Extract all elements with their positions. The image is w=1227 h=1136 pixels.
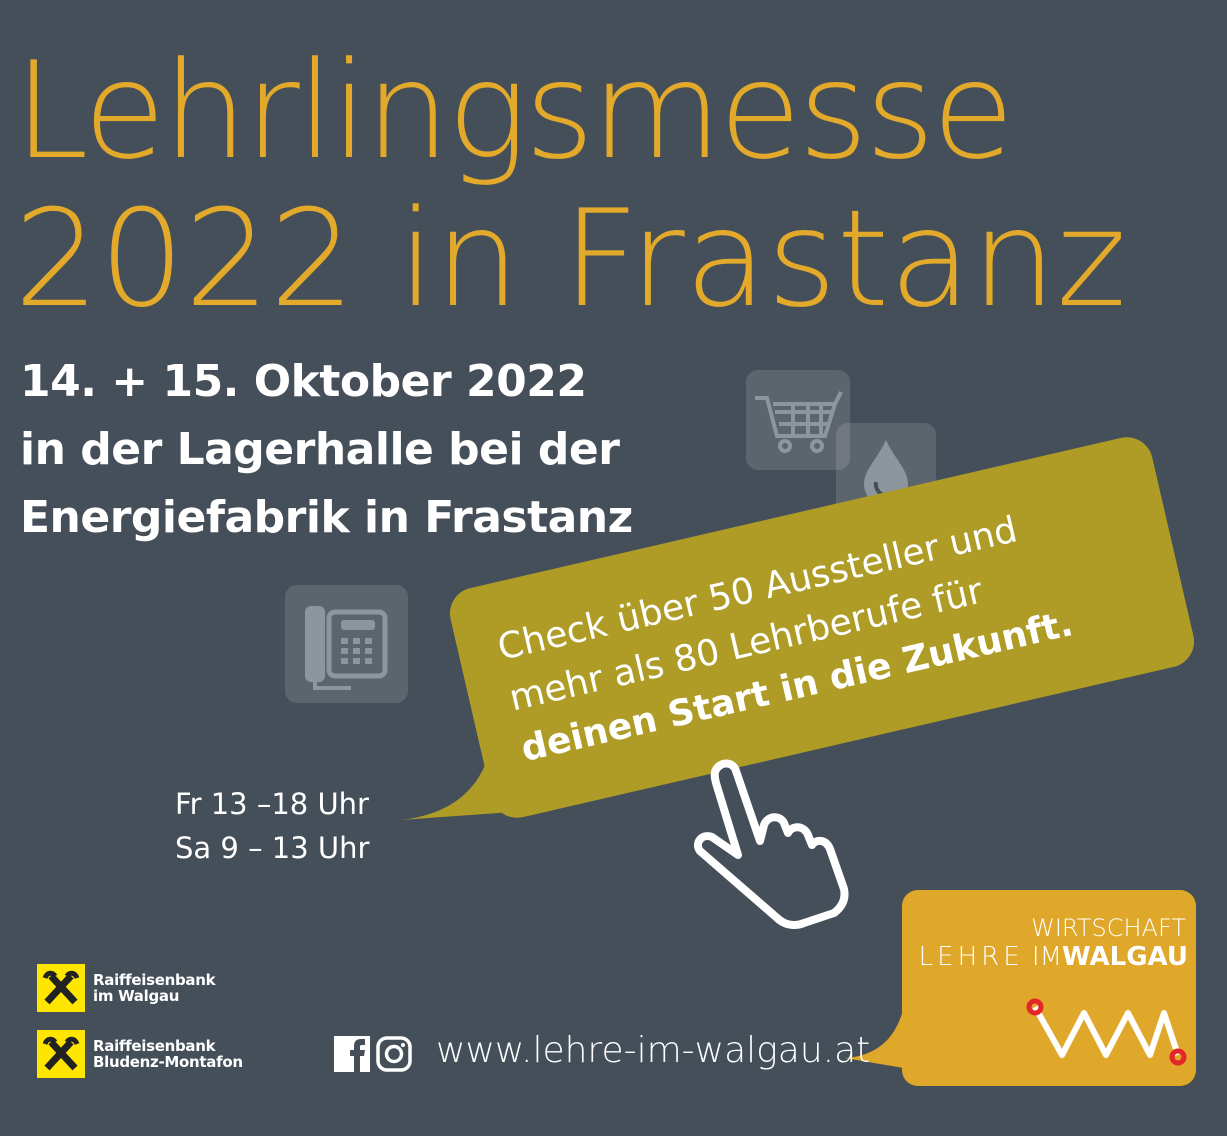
logo-wave — [1026, 998, 1187, 1066]
logo-wordmark: LEHRE IMWALGAU — [919, 942, 1188, 972]
headline-line2: 2022 in Frastanz — [14, 181, 1127, 337]
shopping-cart-icon — [746, 370, 850, 470]
event-venue-1: in der Lagerhalle bei der — [20, 424, 620, 475]
sponsor-location: im Walgau — [93, 987, 180, 1005]
sponsor-raiffeisen-walgau: Raiffeisenbank im Walgau — [37, 964, 216, 1012]
event-venue-2: Energiefabrik in Frastanz — [20, 492, 633, 543]
website-link[interactable]: www.lehre-im-walgau.at — [436, 1030, 871, 1071]
logo-wirtschaft: WIRTSCHAFT — [1031, 914, 1186, 942]
telephone-icon — [285, 585, 408, 703]
logo-walgau: WALGAU — [1062, 942, 1188, 972]
logo-tail — [845, 1010, 915, 1070]
instagram-icon[interactable] — [376, 1036, 412, 1072]
event-date: 14. + 15. Oktober 2022 — [20, 356, 587, 407]
facebook-icon[interactable] — [334, 1036, 370, 1072]
sponsor-name: Raiffeisenbank — [93, 971, 216, 989]
hours-friday: Fr 13 –18 Uhr — [175, 787, 369, 821]
headline-line1: Lehrlingsmesse — [14, 33, 1014, 189]
hours-saturday: Sa 9 – 13 Uhr — [175, 831, 370, 865]
pointing-hand-icon — [693, 759, 849, 929]
sponsor-location: Bludenz-Montafon — [93, 1053, 243, 1071]
logo-im: IM — [1031, 942, 1063, 972]
opening-hours: Fr 13 –18 Uhr Sa 9 – 13 Uhr — [175, 782, 369, 870]
sponsor-raiffeisen-bludenz: Raiffeisenbank Bludenz-Montafon — [37, 1030, 243, 1078]
event-details: 14. + 15. Oktober 2022 in der Lagerhalle… — [20, 348, 633, 552]
logo-lehre: LEHRE — [918, 942, 1024, 972]
raiffeisen-logo-icon — [37, 964, 85, 1012]
raiffeisen-logo-icon — [37, 1030, 85, 1078]
lehre-im-walgau-logo: WIRTSCHAFT LEHRE IMWALGAU — [902, 890, 1196, 1086]
sponsor-name: Raiffeisenbank — [93, 1037, 216, 1055]
